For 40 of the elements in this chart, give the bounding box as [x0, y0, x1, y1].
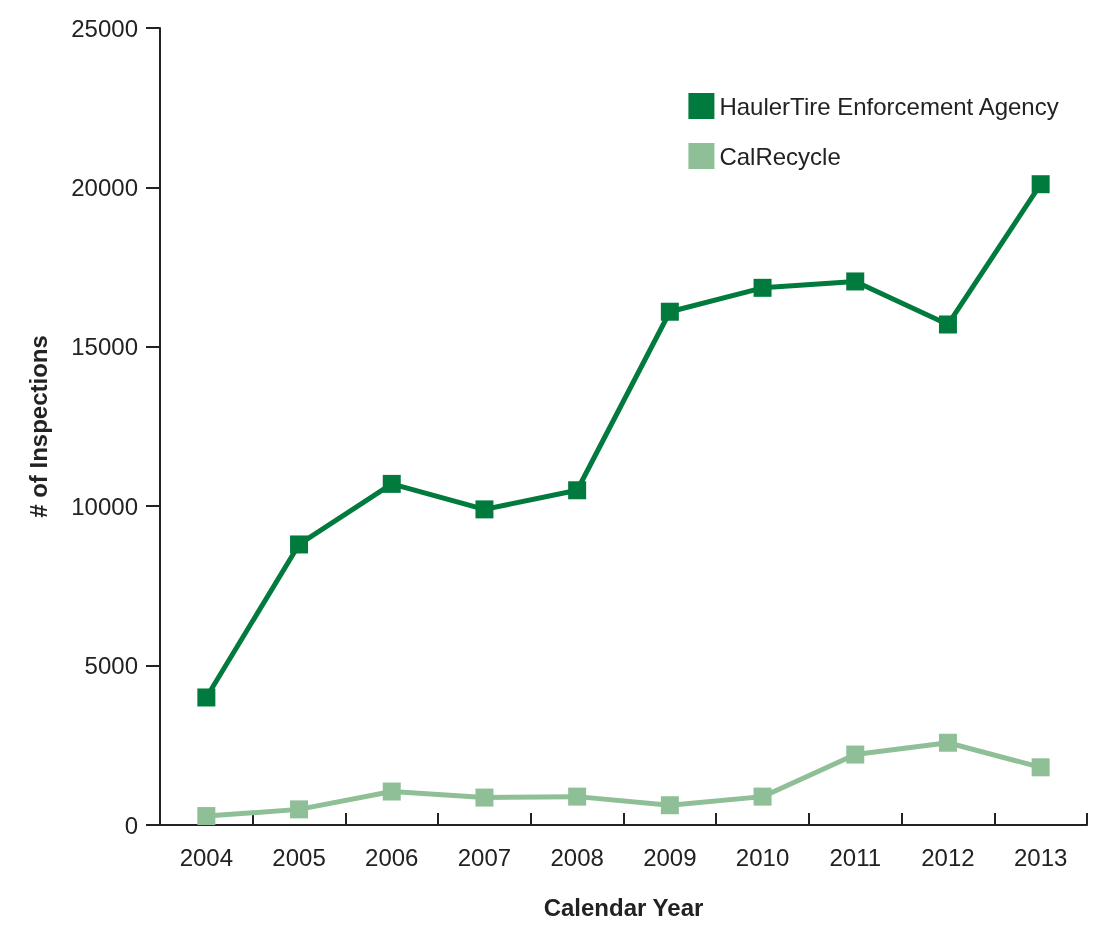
x-tick-label: 2011	[829, 843, 882, 871]
x-tick-label: 2013	[1013, 843, 1068, 871]
x-tick-label: 2005	[272, 843, 326, 871]
x-tick-label: 2009	[643, 843, 697, 871]
point	[846, 745, 865, 764]
x-tick-label: 2007	[457, 843, 512, 871]
point	[197, 807, 216, 826]
x-tick-label: 2008	[550, 843, 604, 871]
point	[753, 278, 772, 297]
point	[568, 787, 587, 806]
point	[382, 782, 401, 801]
point	[1031, 758, 1050, 777]
point	[475, 788, 494, 807]
point	[660, 302, 679, 321]
legend-label: CalRecycle	[719, 142, 841, 170]
point	[290, 800, 309, 819]
y-tick-label: 0	[124, 811, 138, 839]
x-tick-label: 2012	[921, 843, 975, 871]
x-tick-label: 2004	[179, 843, 234, 871]
point	[197, 688, 216, 707]
x-axis-title: Calendar Year	[543, 893, 704, 921]
point	[753, 787, 772, 806]
point	[475, 500, 494, 519]
point	[382, 474, 401, 493]
legend-label: HaulerTire Enforcement Agency	[719, 92, 1059, 120]
y-tick-label: 20000	[71, 173, 138, 201]
point	[938, 733, 957, 752]
x-tick-label: 2010	[735, 843, 790, 871]
point	[846, 272, 865, 291]
y-tick-label: 25000	[71, 14, 138, 42]
point	[290, 535, 309, 554]
y-tick-label: 10000	[71, 492, 138, 520]
y-axis-title: # of Inspections	[24, 335, 52, 518]
y-tick-label: 15000	[71, 333, 138, 361]
point	[568, 481, 587, 500]
point	[938, 315, 957, 334]
x-tick-label: 2006	[365, 843, 419, 871]
point	[1031, 175, 1050, 194]
y-tick-label: 5000	[84, 652, 138, 680]
point	[660, 796, 679, 815]
